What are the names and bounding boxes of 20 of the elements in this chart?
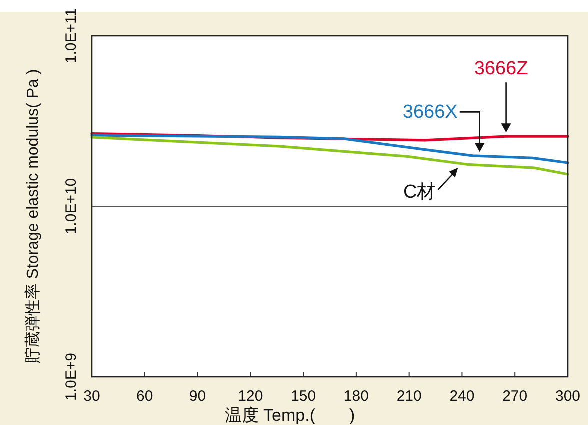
- x-axis-title: 温度 Temp.( ): [224, 406, 356, 425]
- x-tick-label: 180: [344, 388, 369, 405]
- x-tick-label: 120: [238, 388, 264, 405]
- line-series: [90, 136, 570, 176]
- line-series: [90, 134, 570, 164]
- x-tick-label: 150: [291, 388, 316, 405]
- x-tick-label: 300: [555, 388, 581, 405]
- y-tick-label: 1.0E+10: [63, 178, 80, 235]
- x-tick-label: 90: [189, 388, 206, 405]
- x-tick-label: 30: [84, 388, 100, 405]
- y-tick-label: 1.0E+11: [63, 8, 80, 64]
- x-tick-label: 210: [396, 388, 422, 405]
- x-tick-label: 240: [450, 388, 475, 405]
- text: 3666Z: [474, 58, 529, 80]
- series-label: 3666X: [402, 102, 458, 124]
- y-tick-label: 1.0E+9: [63, 353, 80, 401]
- x-tick-label: 270: [502, 388, 528, 405]
- series-label: C材: [403, 182, 436, 203]
- y-axis-title: 貯蔵弾性率 Storage elastic modulus( Pa ): [24, 69, 42, 364]
- x-tick-label: 60: [136, 388, 154, 405]
